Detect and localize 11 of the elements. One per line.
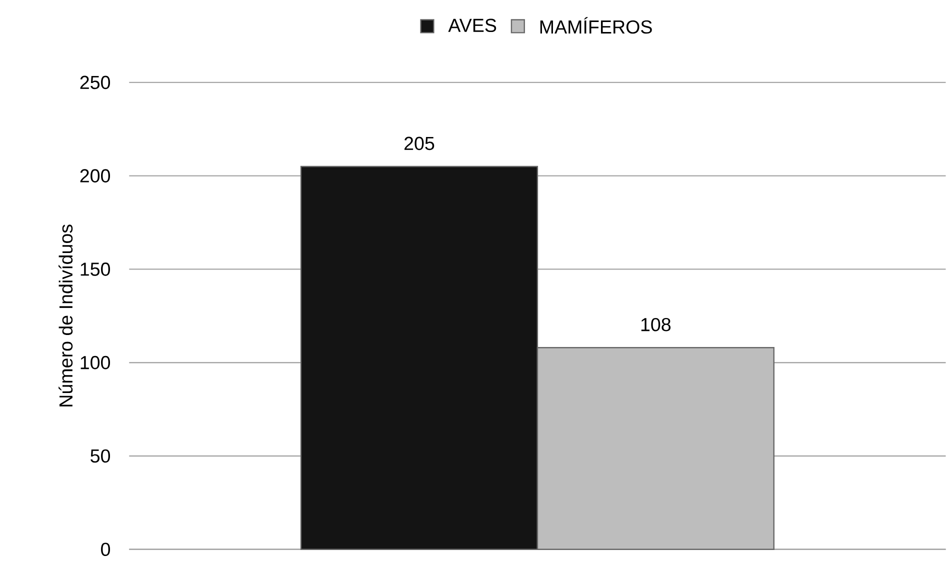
data-label: 205 bbox=[404, 136, 434, 150]
y-tick-label: 0 bbox=[101, 542, 110, 556]
data-label: 108 bbox=[641, 318, 671, 332]
y-tick-label: 100 bbox=[80, 356, 110, 370]
y-tick-label: 200 bbox=[80, 169, 110, 182]
y-tick-label: 250 bbox=[80, 76, 110, 89]
legend-label: MAMÍFEROS bbox=[540, 17, 652, 34]
y-axis-title: Número de Indivíduos bbox=[58, 224, 73, 406]
y-tick-label: 50 bbox=[90, 449, 110, 462]
y-tick-label: 150 bbox=[80, 262, 110, 276]
legend-label: AVES bbox=[448, 18, 496, 32]
